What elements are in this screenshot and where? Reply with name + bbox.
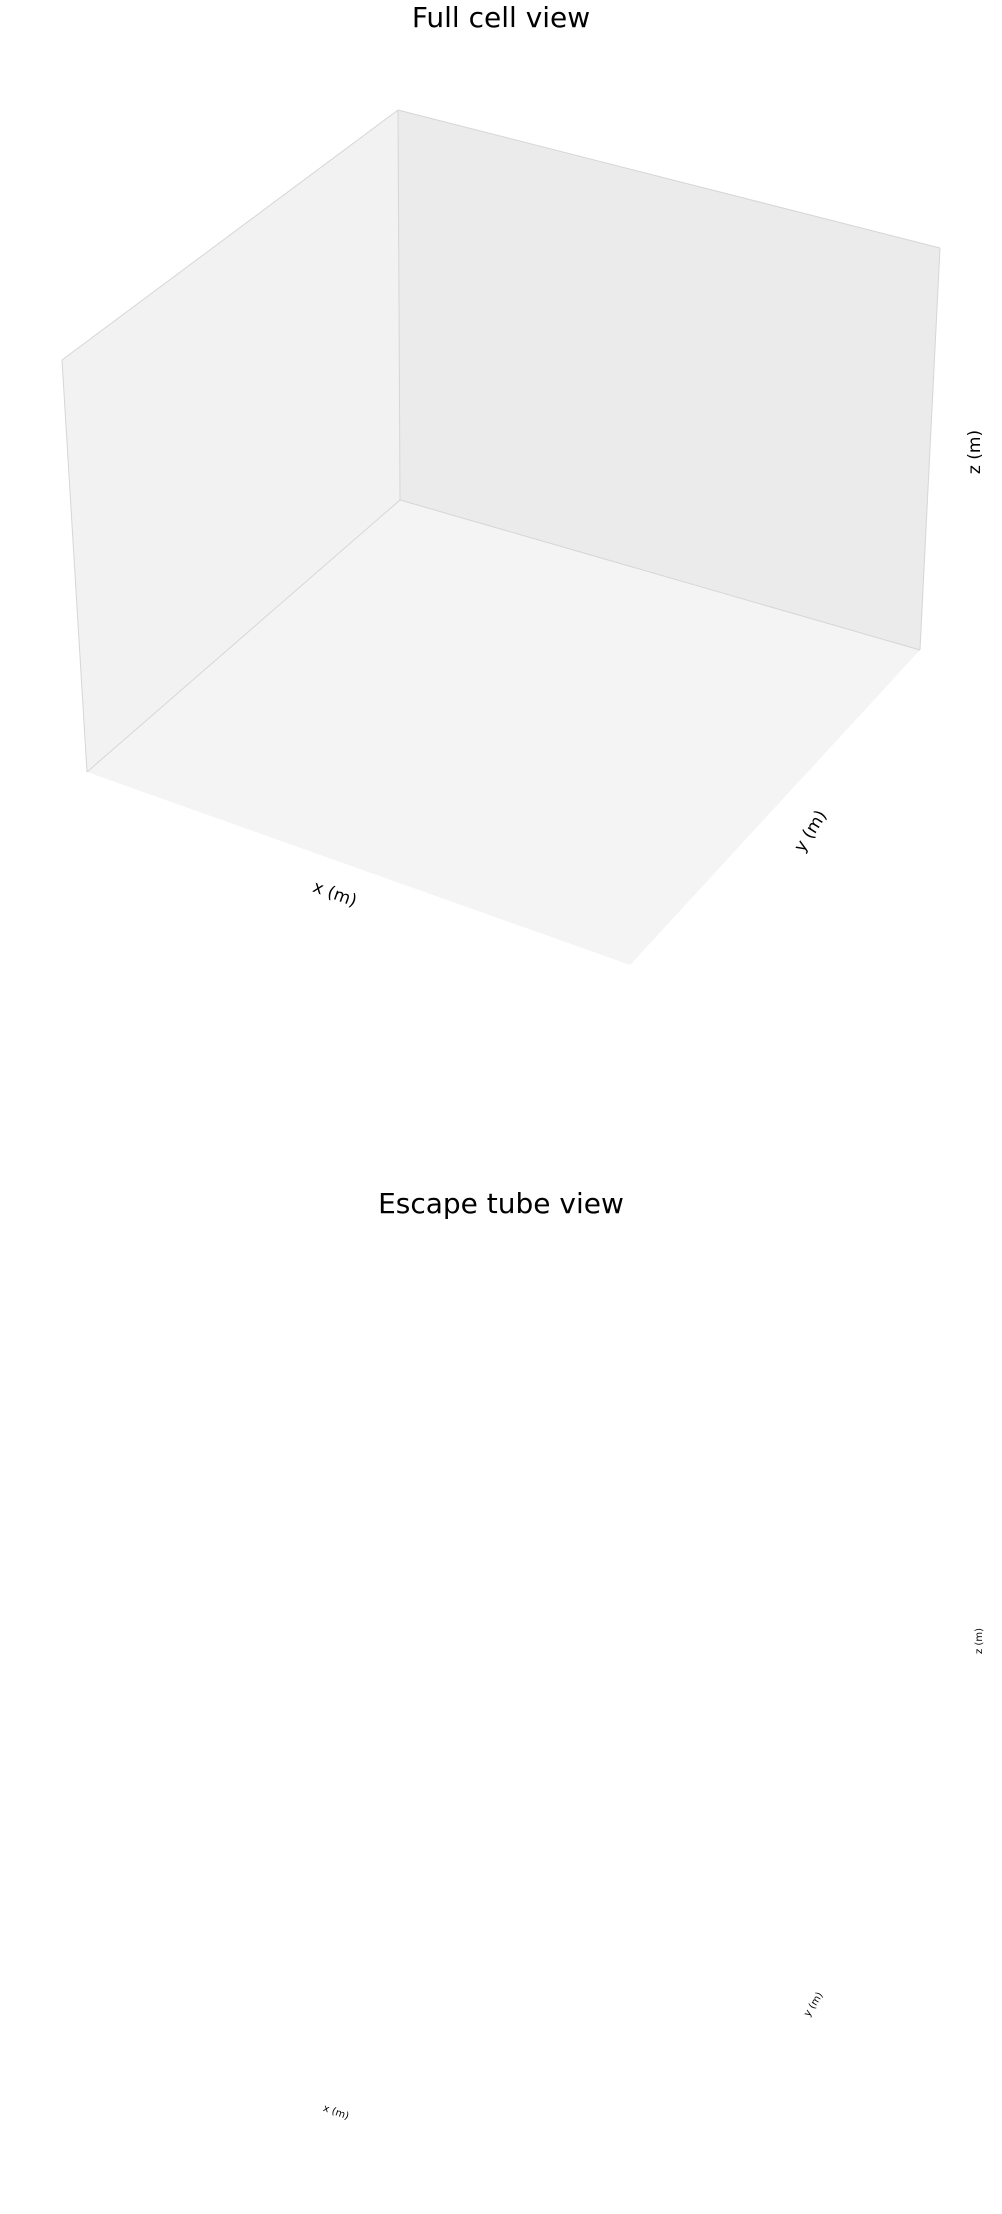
pane-edge xyxy=(86,499,401,773)
x-axis-label: x (m) xyxy=(310,877,359,911)
pane-edge xyxy=(399,499,921,651)
pane-edge xyxy=(61,359,88,773)
z-axis-label: z (m) xyxy=(974,1628,985,1654)
z-axis-label: z (m) xyxy=(965,430,985,474)
axis-panes xyxy=(61,109,941,965)
chart-title: Escape tube view xyxy=(378,1187,624,1220)
pane-edge xyxy=(397,109,941,249)
pane-edge xyxy=(61,109,399,361)
left-wall-pane xyxy=(62,110,400,772)
pane-edge xyxy=(919,247,941,651)
y-axis-label: y (m) xyxy=(802,1990,825,2019)
floor-pane xyxy=(87,500,920,965)
escape-tube-view-plot: Escape tube view x (m) y (m) z (m) xyxy=(321,1187,985,2122)
chart-title: Full cell view xyxy=(412,1,590,34)
pane-edge xyxy=(397,109,401,501)
y-axis-label: y (m) xyxy=(790,807,831,856)
full-cell-view-plot: Full cell view x (m) y (m) z (m) xyxy=(61,1,985,965)
back-wall-pane xyxy=(398,110,940,650)
x-axis-label: x (m) xyxy=(321,2103,350,2122)
